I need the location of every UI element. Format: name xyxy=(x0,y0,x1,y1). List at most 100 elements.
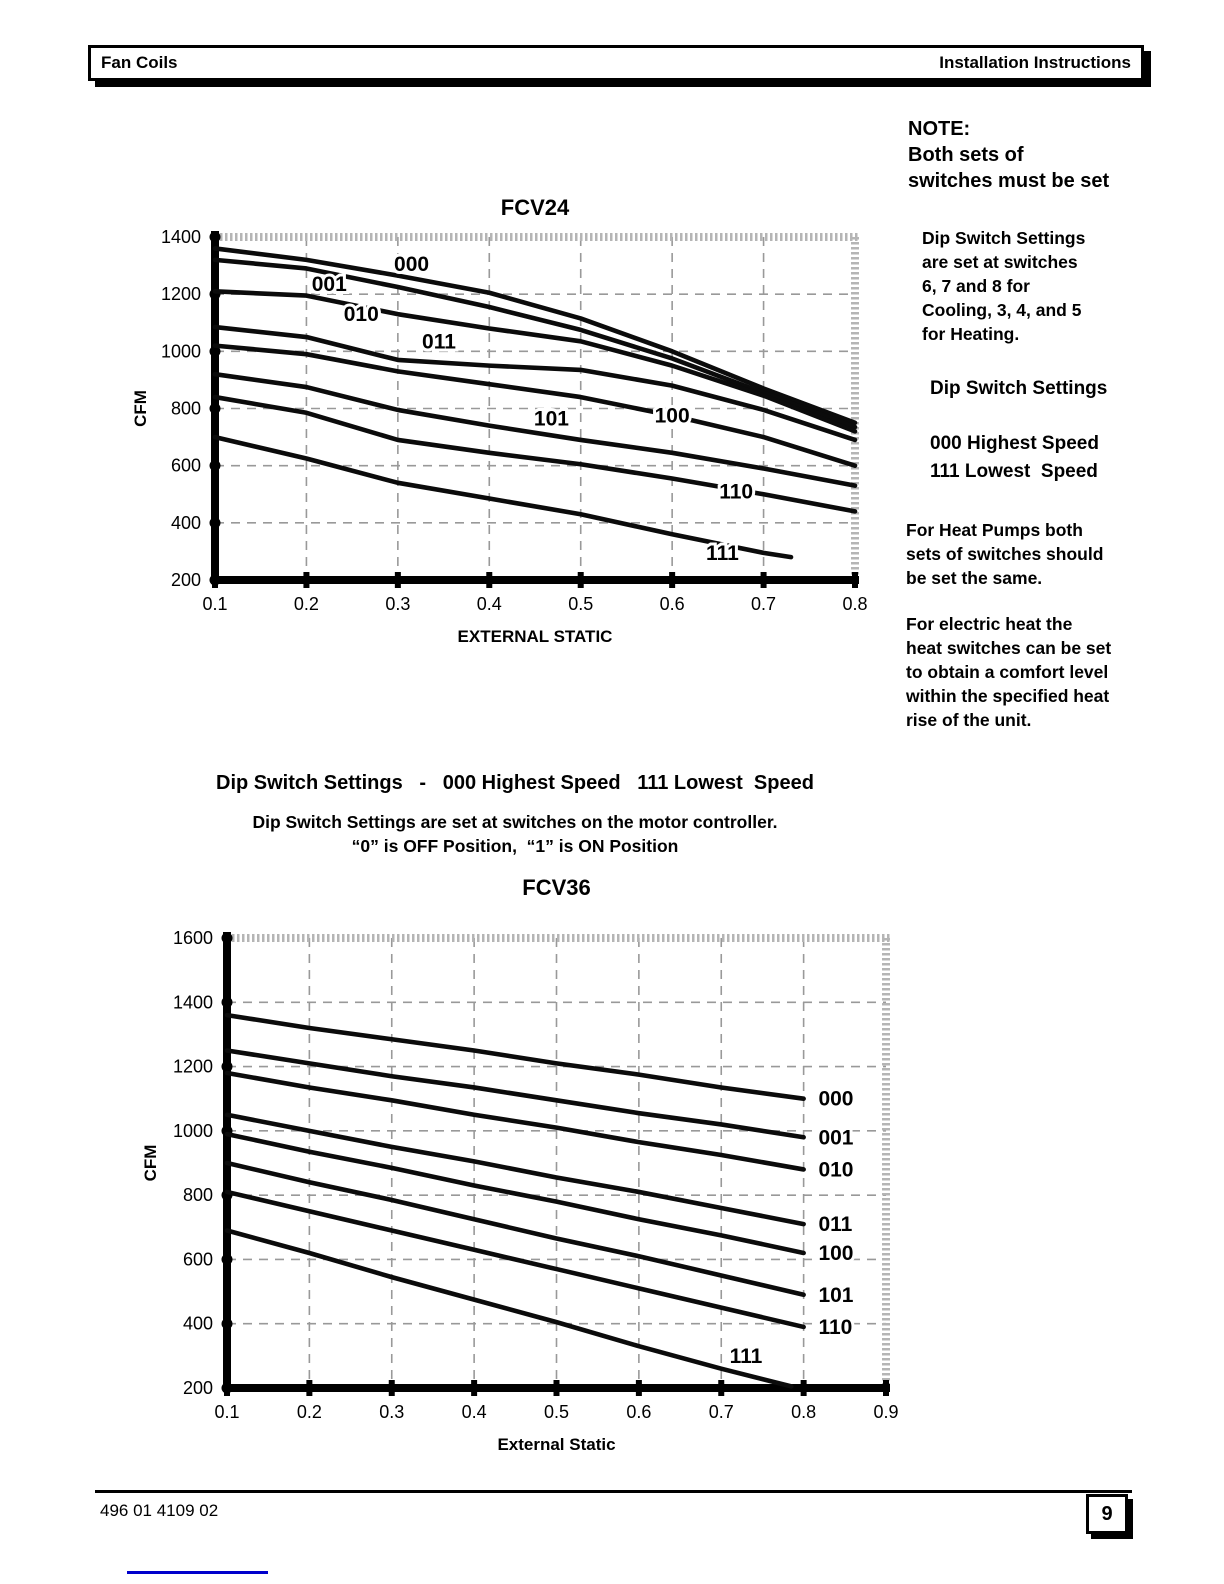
x-tick-marker xyxy=(212,572,218,588)
curve-110 xyxy=(224,1189,806,1330)
x-tick-label: 0.6 xyxy=(660,594,685,614)
curve-label-110: 110 xyxy=(719,480,753,503)
curve-100 xyxy=(224,1131,806,1256)
curve-label-101: 101 xyxy=(818,1284,853,1307)
curve-001 xyxy=(224,1048,806,1140)
curve-111 xyxy=(224,1228,794,1389)
x-axis-label: EXTERNAL STATIC xyxy=(458,627,613,646)
curve-000 xyxy=(224,1012,806,1102)
x-tick-label: 0.8 xyxy=(791,1402,816,1422)
y-tick-label: 1000 xyxy=(161,341,201,361)
curve-label-111: 111 xyxy=(706,542,739,565)
x-tick-marker xyxy=(388,1380,395,1396)
curve-label-000: 000 xyxy=(818,1088,853,1111)
sidebar-paragraph-heat-pumps: For Heat Pumps both sets of switches sho… xyxy=(906,520,1104,588)
x-tick-label: 0.3 xyxy=(385,594,410,614)
x-tick-label: 0.9 xyxy=(873,1402,898,1422)
y-tick-marker xyxy=(221,932,233,944)
y-tick-label: 200 xyxy=(183,1378,213,1398)
x-tick-marker xyxy=(718,1380,725,1396)
y-tick-marker xyxy=(209,403,221,414)
curve-label-001: 001 xyxy=(818,1126,853,1149)
page-header: Fan Coils Installation Instructions xyxy=(88,45,1144,81)
blue-underline-mark xyxy=(127,1571,268,1574)
x-tick-label: 0.7 xyxy=(751,594,776,614)
curve-011 xyxy=(224,1112,806,1227)
curve-label-100: 100 xyxy=(818,1242,853,1265)
curve-label-010: 010 xyxy=(344,303,379,326)
curve-101 xyxy=(212,371,858,488)
y-tick-marker xyxy=(209,345,221,357)
x-tick-label: 0.6 xyxy=(626,1402,651,1422)
curve-001 xyxy=(212,257,858,430)
y-tick-label: 1200 xyxy=(173,1057,213,1077)
curve-000 xyxy=(212,246,858,426)
x-tick-label: 0.1 xyxy=(202,594,227,614)
curve-label-011: 011 xyxy=(422,330,456,353)
y-tick-label: 1200 xyxy=(161,284,201,304)
header-left-title: Fan Coils xyxy=(101,53,178,72)
curve-110 xyxy=(212,394,858,514)
x-tick-marker xyxy=(306,1380,313,1396)
sidebar-heading-dip-switch: Dip Switch Settings xyxy=(930,378,1108,399)
x-tick-label: 0.2 xyxy=(294,594,319,614)
x-tick-marker xyxy=(486,572,493,588)
x-tick-marker xyxy=(471,1380,478,1396)
curve-111 xyxy=(212,434,794,560)
mid-section-line1: Dip Switch Settings are set at switches … xyxy=(252,812,778,832)
x-tick-marker xyxy=(303,572,310,588)
page-number: 9 xyxy=(1101,1502,1113,1525)
y-tick-label: 1400 xyxy=(173,992,213,1012)
curve-100 xyxy=(212,343,858,468)
y-tick-label: 800 xyxy=(171,399,201,419)
x-tick-label: 0.7 xyxy=(709,1402,734,1422)
y-axis-label: CFM xyxy=(131,390,150,427)
curve-label-010: 010 xyxy=(818,1158,853,1181)
header-right-title: Installation Instructions xyxy=(939,53,1131,72)
footer-rule xyxy=(95,1490,1132,1493)
y-tick-label: 400 xyxy=(171,513,201,533)
x-tick-marker xyxy=(577,572,584,588)
x-tick-marker xyxy=(852,572,858,588)
y-tick-marker xyxy=(209,517,221,529)
x-tick-marker xyxy=(553,1380,560,1396)
sidebar-paragraph-electric-heat: For electric heat the heat switches can … xyxy=(906,614,1112,730)
chart-title: FCV36 xyxy=(522,875,590,900)
x-tick-marker xyxy=(669,572,676,588)
y-tick-marker xyxy=(209,460,221,472)
page-number-badge: 9 xyxy=(1086,1494,1128,1534)
x-tick-marker xyxy=(760,572,767,588)
y-tick-marker xyxy=(209,231,221,243)
y-tick-marker xyxy=(221,996,233,1008)
curve-label-000: 000 xyxy=(394,253,429,276)
y-tick-label: 1000 xyxy=(173,1121,213,1141)
y-tick-label: 1600 xyxy=(173,928,213,948)
mid-section-heading: Dip Switch Settings - 000 Highest Speed … xyxy=(216,772,814,794)
y-tick-marker xyxy=(221,1318,233,1330)
x-tick-label: 0.4 xyxy=(477,594,502,614)
curve-011 xyxy=(212,324,858,443)
x-tick-label: 0.5 xyxy=(544,1402,569,1422)
x-tick-label: 0.8 xyxy=(842,594,867,614)
curve-label-101: 101 xyxy=(534,408,569,431)
curve-label-110: 110 xyxy=(818,1316,852,1339)
x-tick-marker xyxy=(883,1380,889,1396)
sidebar-paragraph-switch-settings: Dip Switch Settings are set at switches … xyxy=(922,228,1086,344)
y-tick-label: 600 xyxy=(183,1249,213,1269)
x-tick-marker xyxy=(224,1380,230,1396)
x-axis-label: External Static xyxy=(497,1435,615,1454)
curve-label-011: 011 xyxy=(818,1213,852,1236)
x-tick-marker xyxy=(800,1380,807,1396)
curve-label-001: 001 xyxy=(312,273,347,296)
y-tick-marker xyxy=(221,1061,233,1073)
curve-101 xyxy=(224,1160,806,1298)
y-tick-label: 600 xyxy=(171,456,201,476)
y-tick-marker xyxy=(221,1253,233,1265)
x-tick-label: 0.1 xyxy=(214,1402,239,1422)
note-block: NOTE: Both sets of switches must be set xyxy=(908,118,1110,192)
x-tick-marker xyxy=(635,1380,642,1396)
y-tick-label: 800 xyxy=(183,1185,213,1205)
curve-label-111: 111 xyxy=(730,1345,763,1368)
y-tick-label: 1400 xyxy=(161,227,201,247)
